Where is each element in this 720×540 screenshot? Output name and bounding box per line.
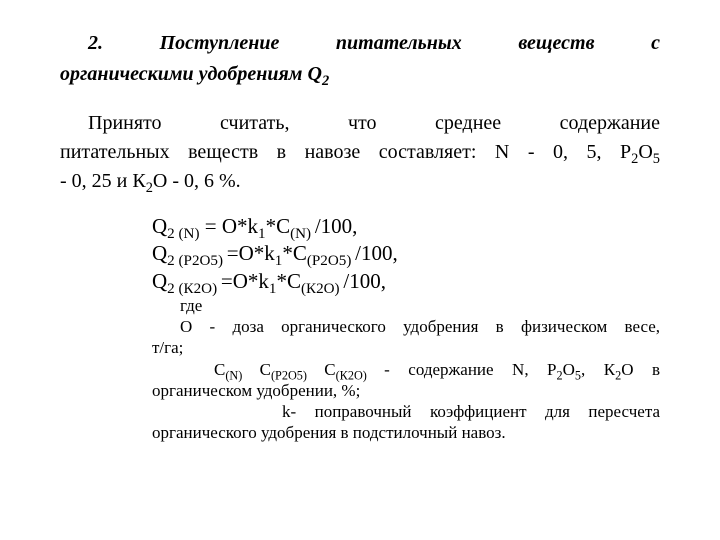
formula-1: Q2 (N) = О*k1*С(N) /100, (152, 213, 660, 240)
note-o-line1: О - доза органического удобрения в физич… (152, 316, 660, 337)
para-l2-d: 5 (653, 151, 660, 167)
formula-block: Q2 (N) = О*k1*С(N) /100, Q2 (Р2О5) =О*k1… (152, 213, 660, 295)
formula-2: Q2 (Р2О5) =О*k1*С(Р2О5) /100, (152, 240, 660, 267)
f1-c: *С (266, 214, 291, 238)
para-l3-b: 2 (146, 180, 153, 196)
note-k-line1: k- поправочный коэффициент для пересчета (152, 401, 660, 422)
note-c-line2: органическом удобрении, %; (152, 380, 660, 401)
f3-csub: (К2О) (301, 281, 343, 297)
f1-q: Q (152, 214, 167, 238)
note-where: где (152, 295, 660, 316)
para-l2-a: питательных веществ в навозе составляет:… (60, 141, 631, 163)
f2-tail: /100, (355, 241, 398, 265)
n3-m: О в (621, 360, 660, 379)
formula-3: Q2 (К2О) =О*k1*С(К2О) /100, (152, 268, 660, 295)
para-line1: Принято считать, что среднее содержание (60, 110, 660, 137)
f2-mid: =О*k (227, 241, 275, 265)
f3-q: Q (152, 269, 167, 293)
f1-tail: /100, (315, 214, 358, 238)
note-k-line2: органического удобрения в подстилочный н… (152, 422, 660, 443)
para-line3: - 0, 25 и К2О - 0, 6 %. (60, 168, 660, 195)
notes-block: где О - доза органического удобрения в ф… (152, 295, 660, 444)
heading-text: органическими удобрениям Q (60, 63, 322, 85)
f2-q: Q (152, 241, 167, 265)
note-c-line1: С(N) С(Р2О5) С(К2О) - содержание N, Р2О5… (152, 359, 660, 380)
section-heading-line2: органическими удобрениям Q2 (60, 61, 660, 88)
heading-subscript: 2 (322, 73, 329, 89)
para-l3-a: - 0, 25 и К (60, 170, 146, 192)
n3-k: , К (581, 360, 615, 379)
para-line2: питательных веществ в навозе составляет:… (60, 139, 660, 166)
para-l2-c: О (638, 141, 652, 163)
n3-a: С (214, 360, 225, 379)
note-o-line2: т/га; (152, 337, 660, 358)
n3-e: С (324, 360, 335, 379)
n3-c: С (260, 360, 271, 379)
section-heading-line1: 2. Поступление питательных веществ с (60, 30, 660, 57)
f3-c: *С (276, 269, 301, 293)
f2-c: *С (282, 241, 307, 265)
para-l3-c: О - 0, 6 %. (153, 170, 241, 192)
f1-mid: = О*k (199, 214, 258, 238)
f3-tail: /100, (343, 269, 386, 293)
n3-g: - содержание N, Р (384, 360, 556, 379)
f3-mid: =О*k (221, 269, 269, 293)
intro-paragraph: Принято считать, что среднее содержание … (60, 110, 660, 195)
n3-i: О (563, 360, 575, 379)
